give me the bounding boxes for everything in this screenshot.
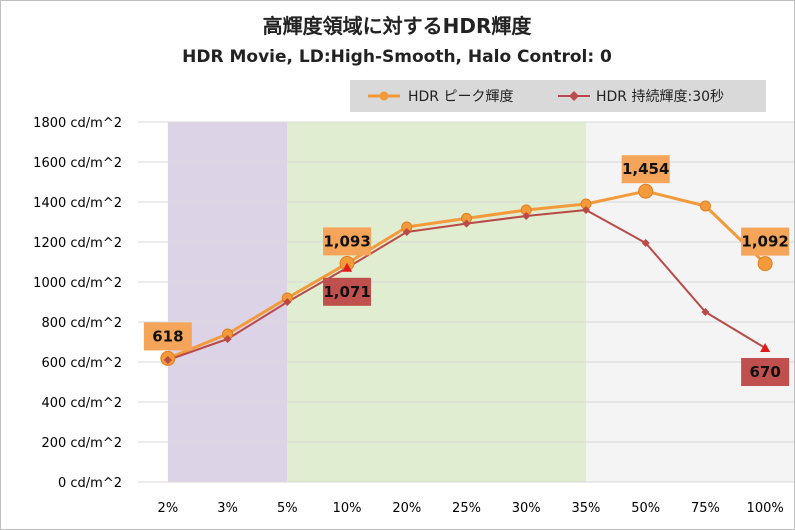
x-tick-label: 3%	[217, 501, 238, 516]
data-point-sustained	[701, 308, 710, 316]
data-point-sustained	[163, 356, 172, 364]
data-label: 670	[749, 363, 780, 381]
data-label: 1,071	[323, 283, 370, 301]
x-axis-ticks: 2% 3% 5% 10% 20% 25% 30% 35% 50% 75% 100%	[158, 501, 784, 516]
x-tick-label: 100%	[747, 501, 784, 516]
data-point-sustained	[760, 343, 771, 352]
y-tick-label: 600 cd/m^2	[41, 356, 122, 371]
data-point-sustained	[581, 206, 590, 214]
x-tick-label: 5%	[277, 501, 298, 516]
legend: HDR ピーク輝度 HDR 持続輝度:30秒	[350, 80, 766, 112]
data-label-box	[621, 155, 670, 184]
data-label: 1,454	[622, 160, 669, 178]
data-label-box	[323, 277, 372, 306]
shaded-regions	[167, 122, 794, 482]
data-point-peak	[699, 200, 711, 212]
data-point-sustained	[223, 335, 232, 343]
data-point-sustained	[641, 239, 650, 247]
data-label-box	[741, 358, 790, 386]
shaded-region-0	[167, 122, 288, 482]
data-point-sustained	[402, 228, 411, 236]
data-point-peak	[757, 256, 773, 272]
y-tick-label: 800 cd/m^2	[41, 316, 122, 331]
data-label: 1,093	[323, 232, 370, 250]
y-tick-label: 1800 cd/m^2	[33, 116, 122, 131]
data-point-sustained	[522, 212, 531, 220]
data-label-box	[323, 227, 372, 256]
chart-title: 高輝度領域に対するHDR輝度	[263, 14, 533, 38]
data-point-sustained	[462, 219, 471, 228]
data-point-peak	[638, 183, 654, 199]
x-tick-label: 35%	[572, 501, 601, 516]
data-label-box	[741, 227, 790, 256]
legend-swatch-marker-sustained	[569, 91, 579, 101]
x-tick-label: 25%	[452, 501, 481, 516]
legend-label-peak: HDR ピーク輝度	[408, 89, 514, 105]
x-tick-label: 2%	[158, 501, 179, 516]
data-point-sustained	[342, 262, 353, 272]
legend-swatch-marker-peak	[379, 91, 389, 101]
data-label-box	[143, 322, 192, 351]
legend-label-sustained: HDR 持続輝度:30秒	[596, 88, 724, 105]
y-tick-label: 400 cd/m^2	[41, 396, 122, 411]
shaded-region-2	[585, 122, 794, 482]
y-tick-label: 1600 cd/m^2	[33, 156, 122, 171]
y-tick-label: 1000 cd/m^2	[33, 276, 122, 291]
data-labels: 618 1,093 1,071 1,454 1,092 670	[143, 155, 790, 386]
x-tick-label: 20%	[392, 501, 421, 516]
data-label: 618	[152, 327, 183, 345]
data-label: 1,092	[741, 233, 788, 251]
data-point-sustained	[283, 298, 292, 306]
series-layer	[160, 183, 773, 366]
x-tick-label: 10%	[333, 501, 362, 516]
chart-subtitle: HDR Movie, LD:High-Smooth, Halo Control:…	[182, 47, 612, 67]
x-tick-label: 30%	[512, 501, 541, 516]
y-tick-label: 1200 cd/m^2	[33, 236, 122, 251]
y-tick-label: 1400 cd/m^2	[33, 196, 122, 211]
x-tick-label: 50%	[631, 501, 660, 516]
y-tick-label: 0 cd/m^2	[58, 476, 122, 491]
y-axis-ticks: 0 cd/m^2 200 cd/m^2 400 cd/m^2 600 cd/m^2 80…	[33, 116, 122, 491]
x-tick-label: 75%	[691, 501, 720, 516]
y-tick-label: 200 cd/m^2	[41, 436, 122, 451]
